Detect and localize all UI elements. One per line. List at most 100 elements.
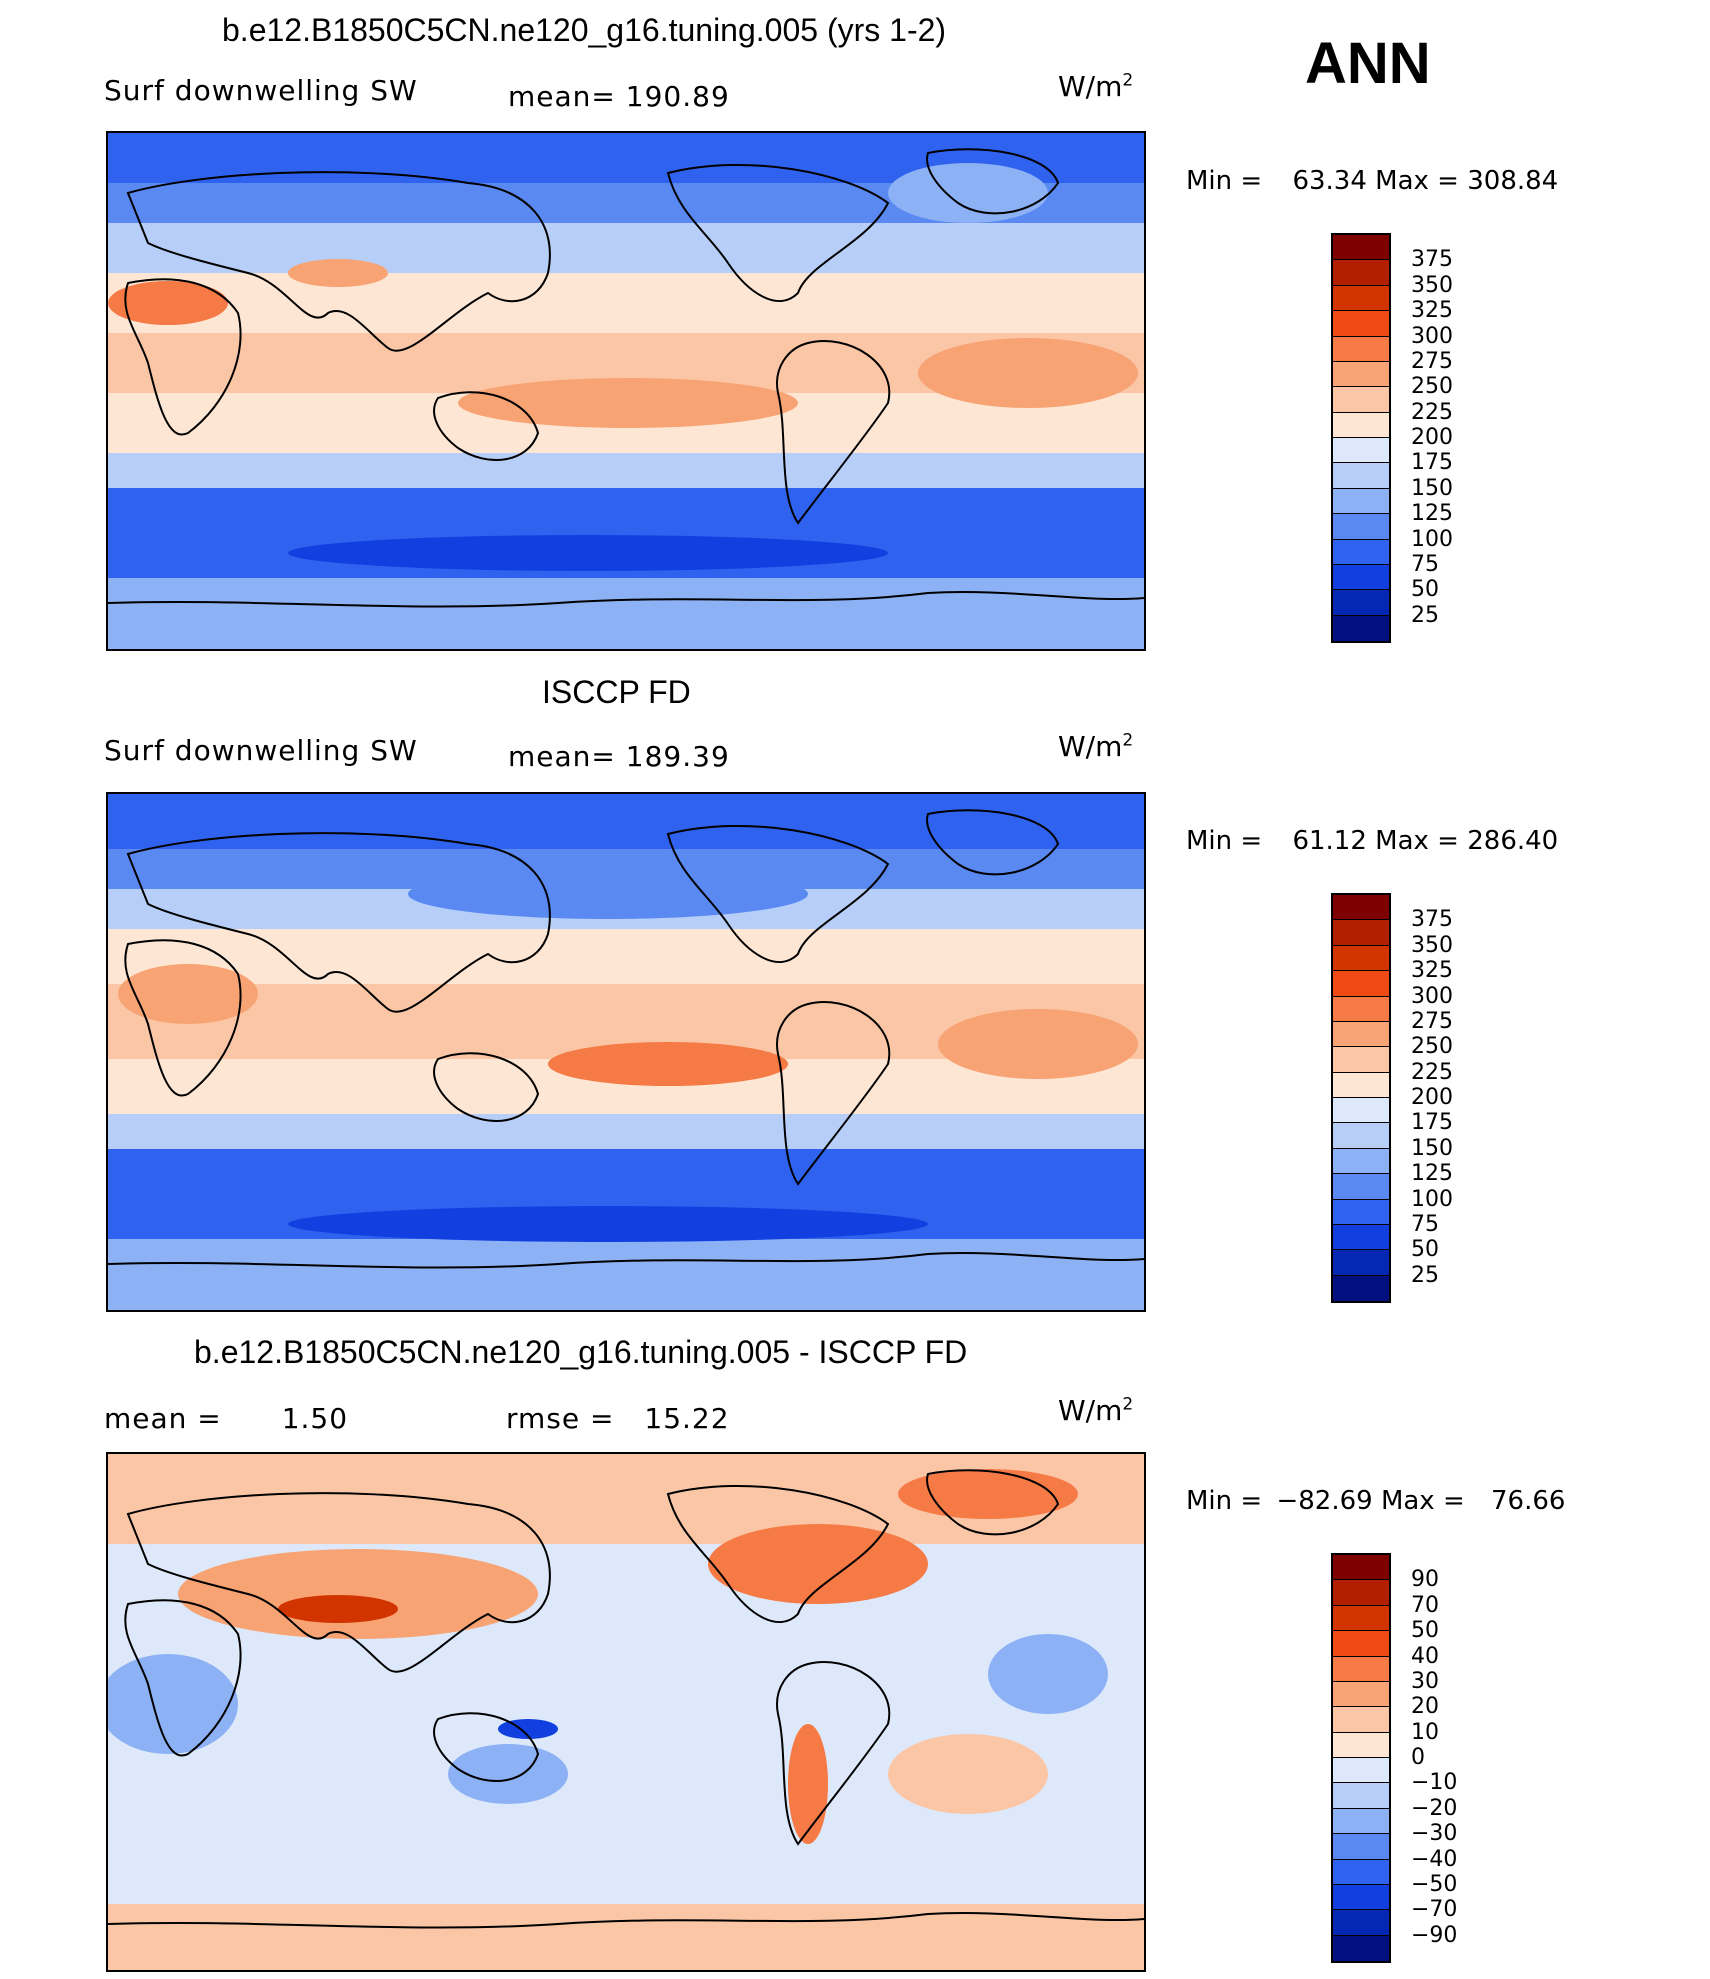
panel1-south-subpolar-band — [108, 453, 1144, 488]
colorbar-swatch — [1333, 336, 1389, 362]
panel3-mean-prefix: mean = — [104, 1402, 222, 1435]
panel2-mean-value: 189.39 — [625, 740, 730, 773]
colorbar-tick-label: 20 — [1411, 1694, 1439, 1720]
panel2-title: ISCCP FD — [542, 674, 691, 710]
colorbar-swatch — [1333, 311, 1389, 337]
colorbar-swatch — [1333, 920, 1389, 946]
panel1-southern-ocean-min — [288, 535, 888, 571]
panel3-map — [106, 1452, 1146, 1972]
colorbar-swatch — [1333, 1580, 1389, 1606]
panel2-min-value: 61.12 — [1292, 826, 1367, 856]
panel1-greenland-outline — [926, 148, 1060, 215]
panel3-minmax: Min = −82.69 Max = 76.66 — [1186, 1486, 1565, 1516]
panel1-max-label: Max = — [1375, 166, 1459, 196]
panel1-north-subtrop-band — [108, 273, 1144, 333]
colorbar-tick-label: −50 — [1411, 1871, 1458, 1897]
colorbar-tick-label: −90 — [1411, 1922, 1458, 1948]
panel2-antarctica-outline — [108, 1251, 1144, 1269]
panel1-units-exp: 2 — [1122, 70, 1134, 91]
colorbar-tick-label: −40 — [1411, 1846, 1458, 1872]
panel3-units-base: W/m — [1058, 1394, 1123, 1427]
colorbar-tick-label: −20 — [1411, 1795, 1458, 1821]
colorbar-swatch — [1333, 1758, 1389, 1784]
colorbar-tick-label: 250 — [1411, 1034, 1453, 1060]
panel2-south-subpolar-band — [108, 1114, 1144, 1149]
panel2-map-canvas — [108, 794, 1144, 1310]
colorbar-tick-label: 30 — [1411, 1668, 1439, 1694]
colorbar-swatch — [1333, 590, 1389, 616]
colorbar-tick-label: 175 — [1411, 450, 1453, 476]
colorbar-swatch — [1333, 1275, 1389, 1301]
colorbar-swatch — [1333, 1224, 1389, 1251]
colorbar-tick-label: 50 — [1411, 1618, 1439, 1644]
colorbar-swatch — [1333, 539, 1389, 565]
colorbar-swatch — [1333, 1935, 1389, 1961]
panel3-mean-label: mean = 1.50 — [104, 1402, 348, 1435]
colorbar-swatch — [1333, 1021, 1389, 1048]
colorbar-tick-label: 250 — [1411, 374, 1453, 400]
colorbar-tick-label: 25 — [1411, 1262, 1439, 1288]
colorbar-swatch — [1333, 285, 1389, 312]
panel2-australia-outline — [433, 1052, 540, 1122]
colorbar-swatch — [1333, 996, 1389, 1022]
panel3-max-label: Max = — [1380, 1486, 1465, 1516]
colorbar-swatch — [1333, 1555, 1389, 1581]
panel1-units: W/m2 — [1058, 70, 1133, 103]
colorbar-swatch — [1333, 1072, 1389, 1098]
panel2-min-label: Min = — [1186, 826, 1263, 856]
colorbar-tick-label: 25 — [1411, 602, 1439, 628]
panel1-map-canvas — [108, 133, 1144, 649]
panel2-units-base: W/m — [1058, 730, 1123, 763]
colorbar-tick-label: 0 — [1411, 1745, 1425, 1770]
colorbar-tick-label: 75 — [1411, 1211, 1439, 1237]
colorbar-tick-label: 375 — [1411, 907, 1453, 933]
panel2-mean-label: mean= 189.39 — [508, 740, 730, 773]
panel3-units-exp: 2 — [1122, 1394, 1134, 1415]
panel1-variable-label: Surf downwelling SW — [104, 74, 418, 107]
panel3-colorbar — [1331, 1553, 1391, 1963]
panel2-map — [106, 792, 1146, 1312]
colorbar-swatch — [1333, 1098, 1389, 1124]
colorbar-tick-label: 70 — [1411, 1592, 1439, 1618]
panel2-greenland-outline — [926, 809, 1060, 876]
colorbar-swatch — [1333, 1732, 1389, 1758]
colorbar-swatch — [1333, 895, 1389, 921]
panel1-south-pacific-max — [458, 378, 798, 428]
panel1-eurasia-outline — [126, 171, 551, 352]
panel3-min-value: −82.69 — [1276, 1486, 1373, 1516]
colorbar-swatch — [1333, 387, 1389, 413]
colorbar-tick-label: 10 — [1411, 1719, 1439, 1745]
panel1-units-base: W/m — [1058, 70, 1123, 103]
colorbar-swatch — [1333, 1681, 1389, 1708]
colorbar-tick-label: 50 — [1411, 577, 1439, 603]
panel1-min-label: Min = — [1186, 166, 1263, 196]
panel1-north-america-outline — [666, 164, 890, 303]
colorbar-tick-label: 350 — [1411, 272, 1453, 298]
panel2-south-pacific-max — [548, 1042, 788, 1086]
colorbar-swatch — [1333, 1808, 1389, 1835]
colorbar-tick-label: 300 — [1411, 323, 1453, 349]
colorbar-swatch — [1333, 1783, 1389, 1809]
panel2-antarctic-band — [108, 1239, 1144, 1310]
panel2-variable-label: Surf downwelling SW — [104, 734, 418, 767]
panel3-atlantic-negative — [988, 1634, 1108, 1714]
colorbar-tick-label: −10 — [1411, 1770, 1458, 1796]
colorbar-swatch — [1333, 1148, 1389, 1175]
colorbar-tick-label: 150 — [1411, 475, 1453, 501]
colorbar-swatch — [1333, 1123, 1389, 1149]
colorbar-tick-label: 225 — [1411, 1059, 1453, 1085]
panel2-south-america-outline — [776, 1001, 891, 1186]
panel3-eurasia-outline — [126, 1492, 551, 1673]
colorbar-tick-label: 275 — [1411, 348, 1453, 374]
panel3-north-america-outline — [666, 1485, 890, 1624]
panel1-africa-outline — [124, 278, 242, 436]
colorbar-swatch — [1333, 945, 1389, 972]
panel1-australia-outline — [433, 391, 540, 461]
panel3-rmse-prefix: rmse = — [506, 1402, 615, 1435]
panel1-mean-value: 190.89 — [625, 80, 730, 113]
panel2-africa-max — [118, 964, 258, 1024]
colorbar-tick-label: 40 — [1411, 1643, 1439, 1669]
panel3-units: W/m2 — [1058, 1394, 1133, 1427]
panel3-mean-value: 1.50 — [281, 1402, 349, 1435]
panel3-min-label: Min = — [1186, 1486, 1263, 1516]
